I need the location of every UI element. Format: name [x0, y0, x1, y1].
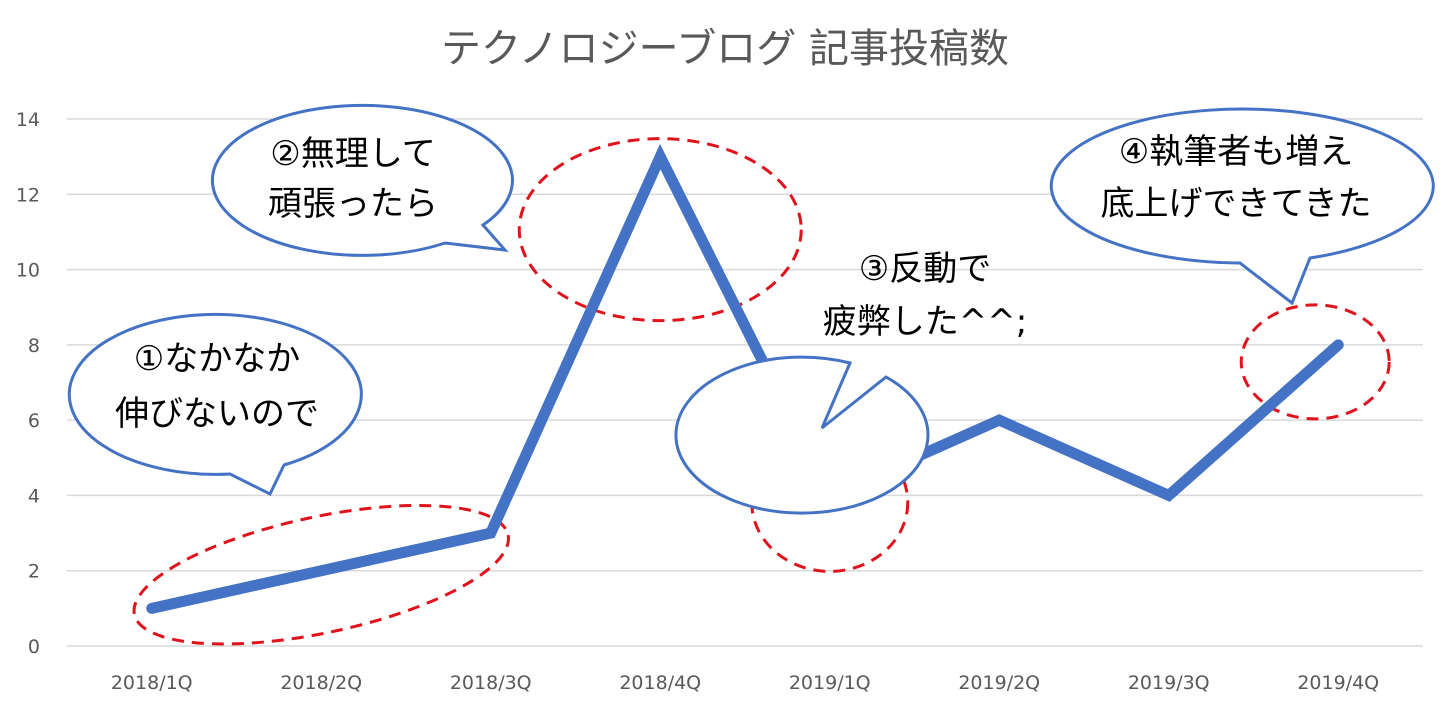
- callout-1-line-2: 伸びないので: [115, 394, 319, 434]
- callout-4-bubble: [1049, 107, 1435, 306]
- x-tick-label: 2018/2Q: [280, 672, 362, 694]
- x-tick-label: 2018/3Q: [450, 672, 532, 694]
- data-point: [316, 565, 327, 576]
- data-point: [146, 603, 157, 614]
- callout-2: ②無理して 頑張ったら: [210, 103, 514, 257]
- data-point: [1333, 339, 1344, 350]
- callout-4: ④執筆者も増え 底上げできてきた: [1049, 107, 1435, 306]
- highlight-ellipse-2: [517, 137, 803, 323]
- y-axis-ticks: 0 2 4 6 8 10 12 14: [16, 109, 40, 658]
- callout-1: ①なかなか 伸びないので: [67, 312, 363, 497]
- series-lines: [146, 143, 1344, 614]
- x-tick-label: 2019/2Q: [958, 672, 1040, 694]
- chart-title: テクノロジーブログ 記事投稿数: [441, 26, 1009, 72]
- data-point: [1163, 490, 1174, 501]
- series-line: [146, 143, 1344, 614]
- callout-3: ③反動で 疲弊した^^;: [674, 249, 1027, 515]
- y-tick-label: 14: [16, 109, 40, 131]
- callout-1-line-1: ①なかなか: [134, 339, 300, 379]
- data-point: [994, 415, 1005, 426]
- callout-3-line-1: ③反動で: [859, 249, 991, 289]
- data-point: [655, 151, 666, 162]
- data-point: [485, 528, 496, 539]
- callout-3-line-2: 疲弊した^^;: [823, 302, 1027, 342]
- x-tick-label: 2019/4Q: [1297, 672, 1379, 694]
- y-tick-label: 10: [16, 260, 40, 282]
- callout-2-line-1: ②無理して: [270, 134, 435, 174]
- y-tick-label: 4: [28, 485, 40, 507]
- y-tick-label: 2: [28, 561, 40, 583]
- y-tick-label: 6: [28, 410, 40, 432]
- x-tick-label: 2019/1Q: [789, 672, 871, 694]
- y-tick-label: 8: [28, 335, 40, 357]
- highlight-ellipse-4: [1239, 303, 1391, 421]
- callout-2-bubble: [210, 103, 514, 257]
- callout-1-bubble: [67, 312, 363, 497]
- callout-4-line-2: 底上げできてきた: [1101, 184, 1372, 224]
- highlight-ellipse-1: [132, 503, 510, 646]
- callout-4-line-1: ④執筆者も増え: [1119, 132, 1353, 172]
- callout-2-line-2: 頑張ったら: [268, 184, 438, 224]
- x-axis-ticks: 2018/1Q 2018/2Q 2018/3Q 2018/4Q 2019/1Q 2019/…: [111, 672, 1379, 694]
- x-tick-label: 2018/4Q: [619, 672, 701, 694]
- y-tick-label: 0: [28, 636, 40, 658]
- x-tick-label: 2018/1Q: [111, 672, 193, 694]
- x-tick-label: 2019/3Q: [1128, 672, 1210, 694]
- y-tick-label: 12: [16, 184, 40, 206]
- callout-3-bubble: [674, 355, 930, 515]
